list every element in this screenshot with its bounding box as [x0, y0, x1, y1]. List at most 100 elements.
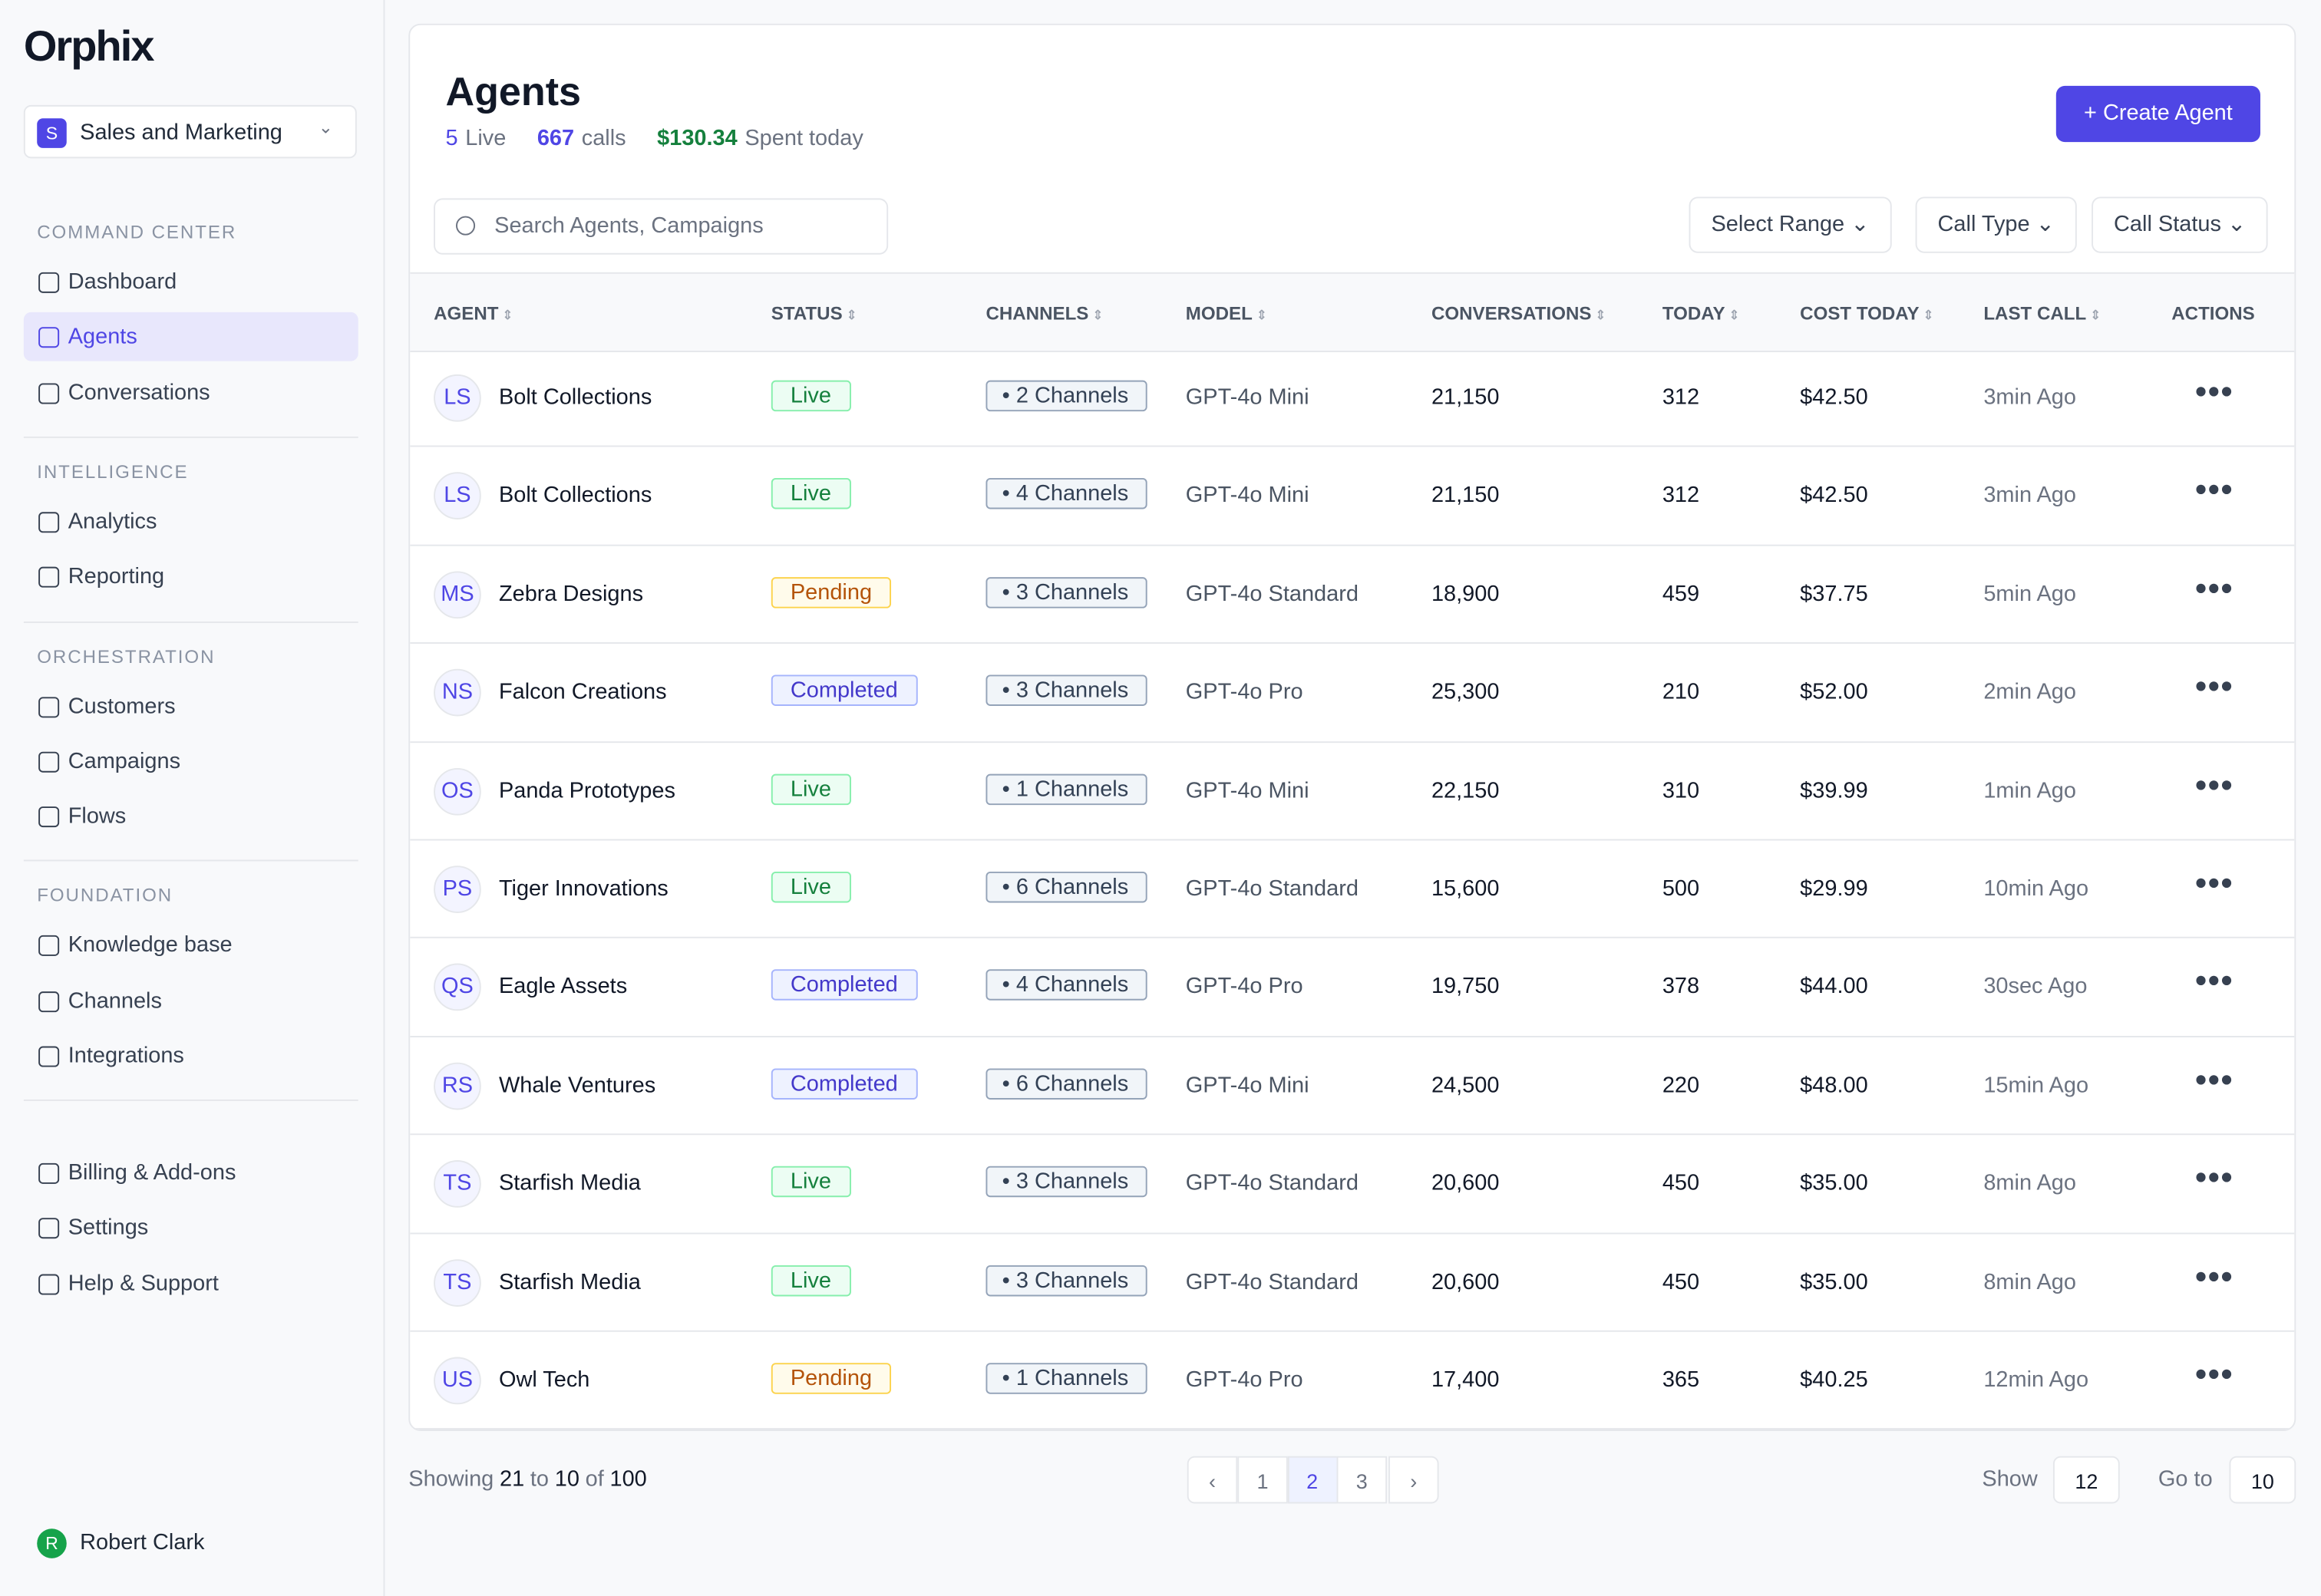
- stat-text: 5: [445, 125, 458, 151]
- channels-badge: • 6 Channels: [986, 1068, 1148, 1100]
- nav-label: Analytics: [68, 509, 157, 535]
- dot: •: [1002, 1169, 1016, 1195]
- nav-item[interactable]: Flows: [24, 792, 358, 841]
- channels-label: 2 Channels: [1015, 383, 1129, 409]
- model: GPT-4o Standard: [1185, 1170, 1359, 1196]
- actions-menu[interactable]: •••: [2195, 1060, 2234, 1098]
- agent-name: Bolt Collections: [498, 384, 652, 411]
- channels-badge: • 4 Channels: [986, 969, 1148, 1001]
- nav-item[interactable]: Help & Support: [24, 1258, 358, 1307]
- column-header[interactable]: CHANNELS ⇕: [986, 303, 1103, 324]
- dot: •: [1002, 579, 1016, 605]
- nav-item[interactable]: Analytics: [24, 497, 358, 546]
- conversations: 18,900: [1431, 581, 1500, 607]
- user-menu[interactable]: R Robert Clark: [37, 1528, 348, 1561]
- model: GPT-4o Standard: [1185, 581, 1359, 607]
- actions-menu[interactable]: •••: [2195, 864, 2234, 902]
- sort-icon[interactable]: ⇕: [842, 308, 858, 323]
- channels-badge: • 4 Channels: [986, 478, 1148, 510]
- agent-name: Starfish Media: [498, 1268, 641, 1294]
- filter-label: Call Status: [2114, 211, 2221, 237]
- status-badge: Pending: [771, 1363, 892, 1394]
- actions-menu[interactable]: •••: [2195, 569, 2234, 607]
- column-header[interactable]: AGENT ⇕: [434, 303, 513, 324]
- last-call: 1min Ago: [1983, 777, 2076, 803]
- table-row: PS Tiger Innovations Live • 6 Channels GPT-4…: [410, 840, 2295, 939]
- nav-item[interactable]: Channels: [24, 976, 358, 1025]
- actions-menu[interactable]: •••: [2195, 1257, 2234, 1294]
- actions-menu[interactable]: •••: [2195, 1159, 2234, 1196]
- nav-item[interactable]: Billing & Add-ons: [24, 1149, 358, 1198]
- show-select[interactable]: 12: [2052, 1456, 2120, 1504]
- actions-menu[interactable]: •••: [2195, 1355, 2234, 1393]
- conversations: 25,300: [1431, 679, 1500, 705]
- workspace-select[interactable]: S Sales and Marketing ⌄: [23, 104, 357, 159]
- nav-item[interactable]: Agents: [23, 312, 358, 362]
- status-badge: Live: [771, 478, 851, 510]
- filter-button[interactable]: Select Range ⌄: [1689, 196, 1892, 253]
- today: 220: [1662, 1072, 1700, 1098]
- stat-text: Spent today: [745, 125, 863, 151]
- agent-name: Bolt Collections: [498, 483, 652, 509]
- column-header[interactable]: STATUS ⇕: [771, 303, 857, 324]
- search-input[interactable]: Search Agents, Campaigns: [434, 198, 889, 255]
- nav-item[interactable]: Customers: [24, 681, 358, 730]
- prev-page[interactable]: ‹: [1187, 1456, 1238, 1504]
- channels-label: 3 Channels: [1015, 1268, 1129, 1293]
- sort-icon[interactable]: ⇕: [1088, 308, 1104, 323]
- search-icon: [456, 216, 476, 236]
- dot: •: [1002, 776, 1016, 802]
- nav-item[interactable]: Reporting: [24, 552, 358, 602]
- column-header[interactable]: COST TODAY ⇕: [1800, 303, 1934, 324]
- nav-label: Help & Support: [68, 1270, 219, 1296]
- column-header[interactable]: MODEL ⇕: [1186, 303, 1267, 324]
- filter-button[interactable]: Call Status ⌄: [2092, 196, 2269, 253]
- sort-icon[interactable]: ⇕: [1252, 308, 1268, 323]
- page-button[interactable]: 1: [1237, 1456, 1288, 1504]
- sort-icon[interactable]: ⇕: [2086, 308, 2101, 323]
- status-badge: Completed: [771, 969, 917, 1001]
- nav-item[interactable]: Conversations: [24, 368, 358, 417]
- filter-button[interactable]: Call Type ⌄: [1915, 196, 2077, 253]
- column-header[interactable]: CONVERSATIONS ⇕: [1431, 303, 1606, 324]
- next-page[interactable]: ›: [1388, 1456, 1439, 1504]
- last-call: 30sec Ago: [1983, 974, 2088, 1000]
- channels-label: 3 Channels: [1015, 579, 1129, 605]
- agent-name: Starfish Media: [498, 1170, 641, 1196]
- agent-avatar: TS: [434, 1160, 481, 1209]
- user-avatar: R: [37, 1528, 67, 1558]
- nav-item[interactable]: Knowledge base: [24, 921, 358, 970]
- agent-name: Panda Prototypes: [498, 777, 675, 803]
- actions-menu[interactable]: •••: [2195, 962, 2234, 1000]
- column-header[interactable]: TODAY ⇕: [1662, 303, 1740, 324]
- cost-today: $52.00: [1800, 679, 1868, 705]
- model: GPT-4o Pro: [1185, 974, 1303, 1000]
- nav-item[interactable]: Dashboard: [24, 258, 358, 307]
- actions-menu[interactable]: •••: [2195, 471, 2234, 509]
- nav-item[interactable]: Campaigns: [24, 737, 358, 786]
- actions-menu[interactable]: •••: [2195, 668, 2234, 705]
- page-button[interactable]: 2: [1286, 1456, 1338, 1504]
- sidebar: Orphix S Sales and Marketing ⌄ COMMAND CENTE…: [0, 0, 385, 1596]
- sort-icon[interactable]: ⇕: [1919, 308, 1934, 323]
- actions-menu[interactable]: •••: [2195, 766, 2234, 803]
- column-header[interactable]: LAST CALL ⇕: [1983, 303, 2101, 324]
- sort-icon[interactable]: ⇕: [498, 308, 513, 323]
- channels-label: 4 Channels: [1015, 972, 1129, 998]
- nav-item[interactable]: Integrations: [24, 1031, 358, 1080]
- page-button[interactable]: 3: [1336, 1456, 1388, 1504]
- conversations: 20,600: [1431, 1170, 1500, 1196]
- logo: Orphix: [23, 23, 155, 71]
- channels-label: 6 Channels: [1015, 874, 1129, 900]
- goto-select[interactable]: 10: [2229, 1456, 2296, 1504]
- last-call: 3min Ago: [1983, 384, 2076, 411]
- dot: •: [1002, 383, 1016, 409]
- model: GPT-4o Standard: [1185, 875, 1359, 902]
- nav-item[interactable]: Settings: [24, 1204, 358, 1253]
- sort-icon[interactable]: ⇕: [1725, 308, 1740, 323]
- create-agent-button[interactable]: + Create Agent: [2055, 85, 2260, 143]
- nav-label: Integrations: [68, 1043, 184, 1069]
- actions-menu[interactable]: •••: [2195, 373, 2234, 411]
- sort-icon[interactable]: ⇕: [1591, 308, 1606, 323]
- last-call: 2min Ago: [1983, 679, 2076, 705]
